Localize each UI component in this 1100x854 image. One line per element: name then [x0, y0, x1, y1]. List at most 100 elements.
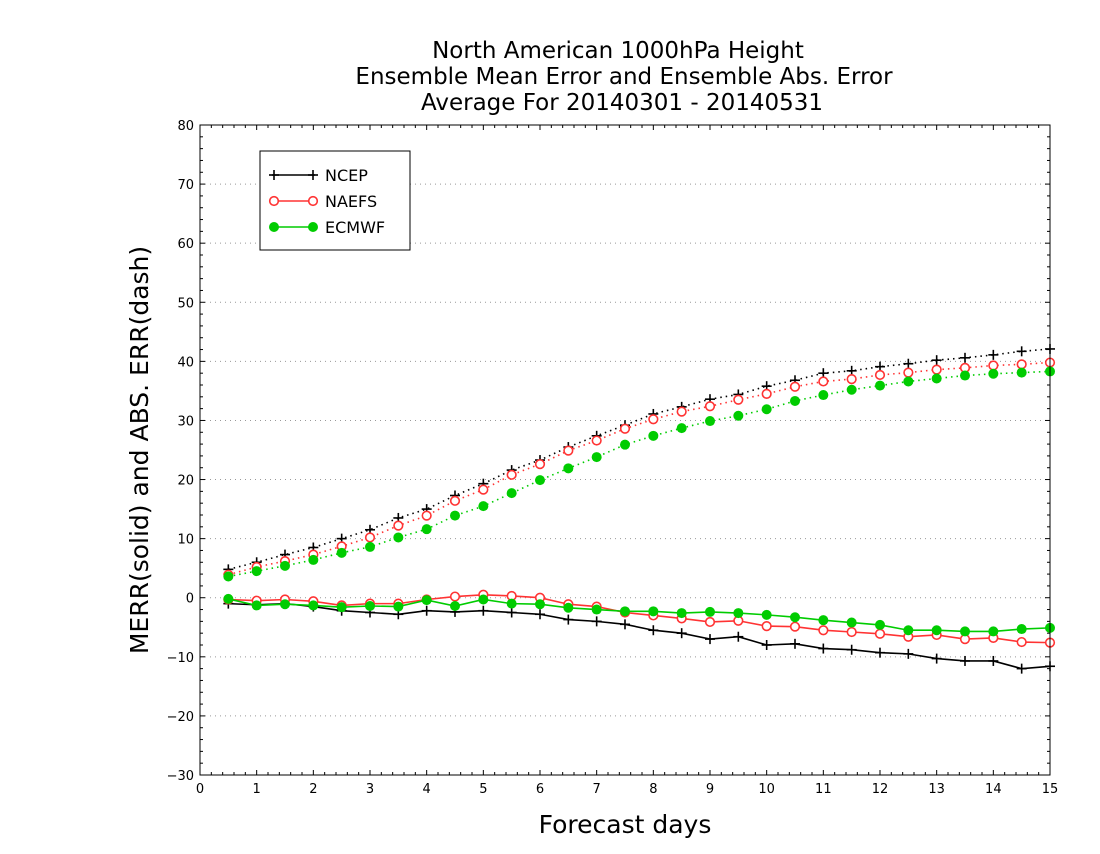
abs-error-point	[790, 395, 800, 406]
mean-error-point	[591, 616, 602, 627]
mean-error-point	[450, 601, 460, 611]
x-tick-label: 12	[872, 782, 889, 797]
mean-error-point	[988, 626, 999, 637]
x-tick-label: 13	[928, 782, 945, 797]
mean-error-point	[761, 620, 772, 632]
y-axis-label: MERR(solid) and ABS. ERR(dash)	[125, 246, 154, 654]
mean-error-point	[620, 606, 630, 617]
abs-error-point	[364, 532, 376, 543]
mean-error-point	[960, 655, 970, 666]
abs-error-point	[903, 367, 914, 378]
mean-error-point	[648, 606, 659, 617]
x-tick-label: 2	[309, 782, 317, 797]
x-tick-label: 3	[366, 782, 374, 797]
y-tick-label: 50	[177, 296, 194, 311]
mean-error-point	[789, 621, 801, 632]
abs-error-point	[393, 532, 404, 543]
x-tick-label: 0	[196, 782, 204, 797]
mean-error-point	[223, 593, 234, 604]
mean-error-point	[421, 595, 432, 606]
abs-error-point	[620, 439, 630, 450]
abs-error-point	[988, 368, 999, 379]
abs-error-point	[789, 381, 801, 392]
abs-error-point	[648, 414, 659, 425]
legend-marker	[308, 170, 318, 180]
abs-error-point	[903, 358, 914, 369]
legend-marker	[307, 195, 319, 207]
abs-error-point	[733, 410, 744, 421]
abs-error-point	[563, 463, 574, 474]
abs-error-point	[563, 445, 574, 456]
abs-error-point	[931, 355, 942, 366]
mean-error-point	[1016, 624, 1027, 635]
series-naefs	[223, 357, 1056, 648]
mean-error-point	[676, 628, 687, 639]
abs-error-point	[1016, 346, 1027, 357]
mean-error-point	[478, 605, 489, 616]
abs-error-point	[874, 369, 886, 381]
chart-title: North American 1000hPa Height Ensemble M…	[355, 38, 893, 116]
mean-error-point	[620, 619, 630, 630]
plot-frame	[199, 124, 1051, 776]
abs-error-point	[1016, 359, 1027, 370]
legend-label: ECMWF	[325, 218, 385, 237]
abs-error-point	[421, 524, 432, 535]
series-layer	[223, 343, 1056, 674]
abs-error-point	[1016, 367, 1027, 378]
y-axis-ticks: −30 −20 −10 0 10 20 30 40 50 60 70 80	[167, 119, 1050, 784]
chart-title-line-2: Ensemble Mean Error and Ensemble Abs. Er…	[355, 64, 893, 90]
abs-error-point	[393, 520, 404, 531]
abs-error-point	[591, 452, 602, 463]
series-ncep	[223, 343, 1055, 674]
y-tick-label: 80	[177, 119, 194, 134]
abs-error-point	[648, 430, 659, 441]
mean-error-point	[308, 600, 319, 611]
abs-error-point	[336, 547, 347, 558]
abs-error-point	[818, 376, 829, 387]
mean-error-point	[761, 640, 772, 650]
mean-error-point	[563, 614, 574, 625]
y-tick-label: −20	[167, 710, 194, 725]
y-tick-label: 60	[177, 237, 194, 252]
abs-error-point	[960, 352, 970, 363]
mean-error-line-naefs	[228, 593, 1051, 644]
abs-error-point	[449, 495, 461, 506]
abs-error-point	[251, 566, 262, 577]
y-tick-label: 0	[186, 592, 194, 607]
mean-error-point	[761, 609, 772, 620]
mean-error-point	[790, 612, 800, 623]
legend-item-naefs: NAEFS	[268, 192, 377, 211]
abs-error-point	[676, 423, 687, 434]
abs-error-point	[619, 423, 631, 434]
abs-error-point	[931, 373, 942, 384]
legend-marker	[308, 222, 318, 232]
abs-error-point	[478, 501, 489, 512]
x-tick-label: 4	[423, 782, 431, 797]
abs-error-point	[988, 360, 999, 371]
mean-error-point	[1016, 636, 1027, 648]
abs-error-point	[903, 376, 914, 387]
abs-error-point	[591, 435, 602, 446]
y-tick-label: 70	[177, 178, 194, 193]
mean-error-point	[393, 601, 404, 612]
mean-error-point	[591, 604, 602, 615]
mean-error-point	[676, 608, 687, 619]
legend-marker	[269, 222, 279, 232]
x-tick-label: 14	[985, 782, 1002, 797]
abs-error-point	[875, 380, 885, 391]
y-tick-label: 20	[177, 474, 194, 489]
mean-error-point	[875, 647, 885, 658]
mean-error-point	[421, 605, 432, 616]
y-tick-label: −10	[167, 651, 194, 666]
mean-error-point	[251, 600, 262, 611]
abs-error-point	[280, 560, 290, 571]
mean-error-point	[818, 615, 829, 626]
mean-error-point	[931, 653, 942, 664]
abs-error-point	[534, 459, 546, 470]
mean-error-point	[535, 609, 545, 620]
mean-error-point	[846, 617, 857, 628]
abs-error-point	[478, 484, 489, 495]
series-ecmwf	[223, 366, 1055, 637]
x-tick-label: 5	[479, 782, 487, 797]
